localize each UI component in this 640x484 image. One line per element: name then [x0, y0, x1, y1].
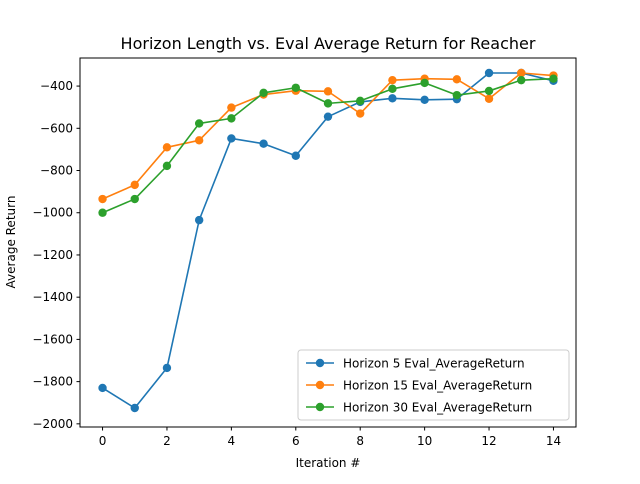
y-tick-label: −600	[40, 121, 73, 135]
x-tick-label: 6	[292, 434, 300, 448]
y-tick-label: −1200	[32, 248, 73, 262]
x-tick-label: 8	[356, 434, 364, 448]
series-3-point	[98, 208, 107, 217]
legend: Horizon 5 Eval_AverageReturn Horizon 15 E…	[297, 349, 570, 421]
series-3-point	[323, 99, 333, 108]
plot-area-frame	[79, 57, 577, 428]
x-tick-label: 0	[99, 434, 107, 448]
series-1-point	[323, 112, 333, 121]
series-2-point	[356, 109, 365, 118]
series-2-point	[130, 180, 139, 190]
y-tick-label: −2000	[32, 417, 73, 431]
y-tick-label: −1800	[32, 375, 73, 389]
y-tick-label: −1000	[32, 206, 73, 220]
series-2-point	[194, 136, 204, 145]
series-2-point	[517, 68, 526, 78]
series-layer	[98, 68, 558, 413]
series-2-point	[162, 143, 172, 152]
series-1-point	[484, 68, 494, 78]
series-3-point	[484, 86, 494, 96]
series-2-point	[323, 87, 333, 96]
series-3-point	[420, 78, 429, 88]
series-3-point	[517, 75, 526, 85]
series-3-point	[549, 74, 558, 83]
y-tick-label: −1400	[32, 290, 73, 304]
x-axis-ticks: 0 2 4 6 8 10 12 14	[99, 427, 561, 448]
chart-title: Horizon Length vs. Eval Average Return f…	[121, 34, 536, 53]
series-2-point	[227, 103, 236, 112]
series-2-point	[484, 94, 494, 103]
x-axis-label: Iteration #	[296, 456, 361, 470]
legend-marker-1	[315, 358, 325, 368]
x-tick-label: 4	[228, 434, 236, 448]
x-tick-label: 12	[481, 434, 496, 448]
y-tick-label: −1600	[32, 332, 73, 346]
series-1-point	[291, 151, 300, 160]
series-3-point	[227, 114, 236, 123]
y-tick-label: −400	[40, 79, 73, 93]
x-tick-label: 14	[546, 434, 561, 448]
series-3-point	[291, 83, 300, 92]
series-3-point	[194, 119, 204, 128]
legend-marker-2	[315, 380, 325, 390]
series-2-point	[98, 194, 107, 204]
series-1-point	[162, 363, 172, 373]
legend-marker-3	[315, 402, 325, 412]
series-2-point	[388, 75, 397, 85]
series-3-point	[388, 84, 397, 94]
x-tick-label: 10	[417, 434, 432, 448]
series-3-point	[130, 194, 139, 204]
legend-frame	[297, 349, 570, 421]
legend-label-1: Horizon 5 Eval_AverageReturn	[343, 357, 525, 371]
y-axis-label: Average Return	[4, 196, 18, 289]
series-1-point	[227, 134, 236, 143]
x-tick-label: 2	[163, 434, 171, 448]
y-axis-ticks: −2000 −1800 −1600 −1400 −1200 −1000 −800 −600 −4…	[32, 79, 80, 431]
series-1-point	[259, 139, 268, 148]
series-1-point	[388, 94, 397, 103]
series-1-point	[130, 403, 139, 413]
series-2-point	[452, 75, 462, 84]
y-tick-label: −800	[40, 164, 73, 178]
series-1-point	[194, 215, 204, 225]
series-3-point	[162, 161, 172, 171]
series-1-point	[420, 95, 429, 104]
series-3-point	[356, 96, 365, 106]
series-3-point	[259, 88, 268, 98]
legend-label-2: Horizon 15 Eval_AverageReturn	[343, 379, 532, 393]
legend-label-3: Horizon 30 Eval_AverageReturn	[343, 401, 532, 415]
series-3-point	[452, 90, 462, 100]
series-1-point	[98, 383, 107, 393]
